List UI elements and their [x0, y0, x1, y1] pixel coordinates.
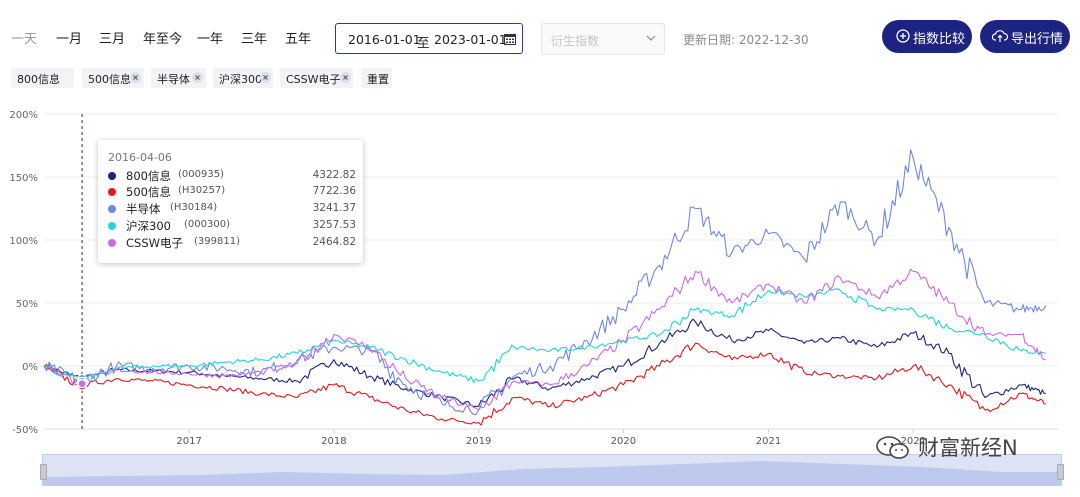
toolbar: 一天 一月 三月 年至今 一年 三年 五年 2016-01-01 至 2023-…: [0, 0, 1080, 62]
close-icon[interactable]: [130, 72, 141, 83]
tooltip-series-code: (000935): [178, 169, 224, 180]
tooltip-row: 800信息 (000935) 4322.82: [108, 168, 356, 184]
compare-index-label: 指数比较: [913, 32, 966, 47]
tooltip-series-value: 4322.82: [312, 169, 356, 181]
tooltip-series-name: CSSW电子: [126, 236, 183, 250]
date-start: 2016-01-01: [348, 32, 421, 47]
x-tick-label: 2019: [466, 436, 491, 447]
y-tick-label: 150%: [9, 173, 38, 184]
close-icon[interactable]: [340, 72, 351, 83]
range-3y-button[interactable]: 三年: [241, 32, 268, 47]
y-tick-label: 100%: [9, 236, 38, 247]
watermark-text: 财富新经N: [918, 436, 1018, 460]
y-tick-label: 0%: [22, 362, 38, 373]
series-line: [43, 318, 1046, 408]
tooltip-row: 500信息 (H30257) 7722.36: [108, 184, 356, 200]
series-dot: [108, 188, 116, 196]
tooltip-series-value: 3241.37: [312, 202, 356, 214]
date-range-picker[interactable]: 2016-01-01 至 2023-01-01: [335, 23, 523, 54]
tooltip-series-value: 3257.53: [312, 219, 356, 231]
export-quotes-button[interactable]: 导出行情: [980, 20, 1070, 53]
series-line: [43, 288, 1046, 383]
x-tick-label: 2022: [901, 436, 926, 447]
update-date: 更新日期: 2022-12-30: [683, 33, 809, 47]
series-dot: [108, 172, 116, 180]
series-line: [43, 149, 1047, 415]
series-line: [43, 268, 1046, 411]
series-dot: [108, 205, 116, 213]
tag-500-info[interactable]: 500信息: [82, 68, 144, 88]
y-tick-label: 50%: [16, 299, 38, 310]
tooltip-date: 2016-04-06: [108, 151, 172, 164]
compare-index-button[interactable]: 指数比较: [882, 20, 972, 53]
tag-semiconductor[interactable]: 半导体: [151, 68, 206, 88]
chevron-down-icon: [646, 35, 656, 41]
series-dot: [108, 239, 116, 247]
series-dot: [108, 222, 116, 230]
y-tick-label: -50%: [12, 425, 38, 436]
crosshair-point: [77, 378, 87, 389]
plus-circle-icon: [896, 29, 910, 43]
tooltip-series-code: (399811): [194, 236, 240, 247]
tooltip-row: CSSW电子 (399811) 2464.82: [108, 235, 356, 251]
tooltip-series-name: 500信息: [126, 185, 171, 199]
range-5y-button[interactable]: 五年: [285, 32, 312, 47]
y-tick-label: 200%: [9, 110, 38, 121]
derivative-index-select[interactable]: 衍生指数: [541, 23, 665, 55]
tag-label: 沪深300: [219, 73, 262, 86]
selected-index-tags: 800信息 500信息 半导体 沪深300 CSSW电子 重置: [0, 68, 1080, 90]
tooltip-series-name: 800信息: [126, 169, 171, 183]
range-1d-button[interactable]: 一天: [11, 32, 38, 47]
chart-tooltip: 2016-04-06 800信息 (000935) 4322.82 500信息 …: [98, 140, 363, 263]
wechat-icon: [876, 436, 909, 459]
x-tick-label: 2017: [176, 436, 201, 447]
tag-800-info[interactable]: 800信息: [11, 68, 74, 88]
range-navigator[interactable]: [40, 454, 1064, 486]
tooltip-series-name: 沪深300: [126, 219, 171, 233]
tooltip-series-code: (H30257): [178, 185, 226, 196]
tag-label: CSSW电子: [286, 73, 341, 86]
derivative-index-placeholder: 衍生指数: [551, 34, 600, 48]
tooltip-series-code: (000300): [184, 219, 230, 230]
navigator-sparkline: [43, 461, 1061, 485]
tag-label: 半导体: [157, 73, 190, 86]
reset-button[interactable]: 重置: [361, 68, 392, 88]
tag-label: 500信息: [88, 73, 131, 86]
tooltip-row: 沪深300 (000300) 3257.53: [108, 218, 356, 234]
range-1y-button[interactable]: 一年: [197, 32, 224, 47]
tag-cssw-electronics[interactable]: CSSW电子: [280, 68, 353, 88]
close-icon[interactable]: [260, 72, 271, 83]
x-tick-label: 2020: [611, 436, 636, 447]
tooltip-row: 半导体 (H30184) 3241.37: [108, 201, 356, 217]
x-tick-label: 2021: [756, 436, 781, 447]
series-line: [43, 342, 1046, 426]
export-quotes-label: 导出行情: [1011, 32, 1064, 47]
range-3m-button[interactable]: 三月: [99, 32, 126, 47]
tag-label: 800信息: [17, 73, 60, 86]
tooltip-series-code: (H30184): [170, 202, 218, 213]
tag-hs300[interactable]: 沪深300: [213, 68, 273, 88]
cloud-upload-icon: [992, 30, 1008, 42]
range-1m-button[interactable]: 一月: [56, 32, 83, 47]
reset-label: 重置: [367, 73, 389, 86]
date-separator: 至: [417, 35, 430, 50]
x-tick-label: 2018: [321, 436, 346, 447]
close-icon[interactable]: [192, 72, 203, 83]
tooltip-series-name: 半导体: [126, 202, 161, 216]
navigator-left-handle[interactable]: [40, 464, 47, 480]
calendar-icon[interactable]: [504, 33, 516, 45]
navigator-right-handle[interactable]: [1057, 464, 1064, 480]
date-end: 2023-01-01: [434, 32, 507, 47]
tooltip-series-value: 7722.36: [312, 185, 356, 197]
range-ytd-button[interactable]: 年至今: [143, 32, 183, 47]
tooltip-series-value: 2464.82: [312, 236, 356, 248]
